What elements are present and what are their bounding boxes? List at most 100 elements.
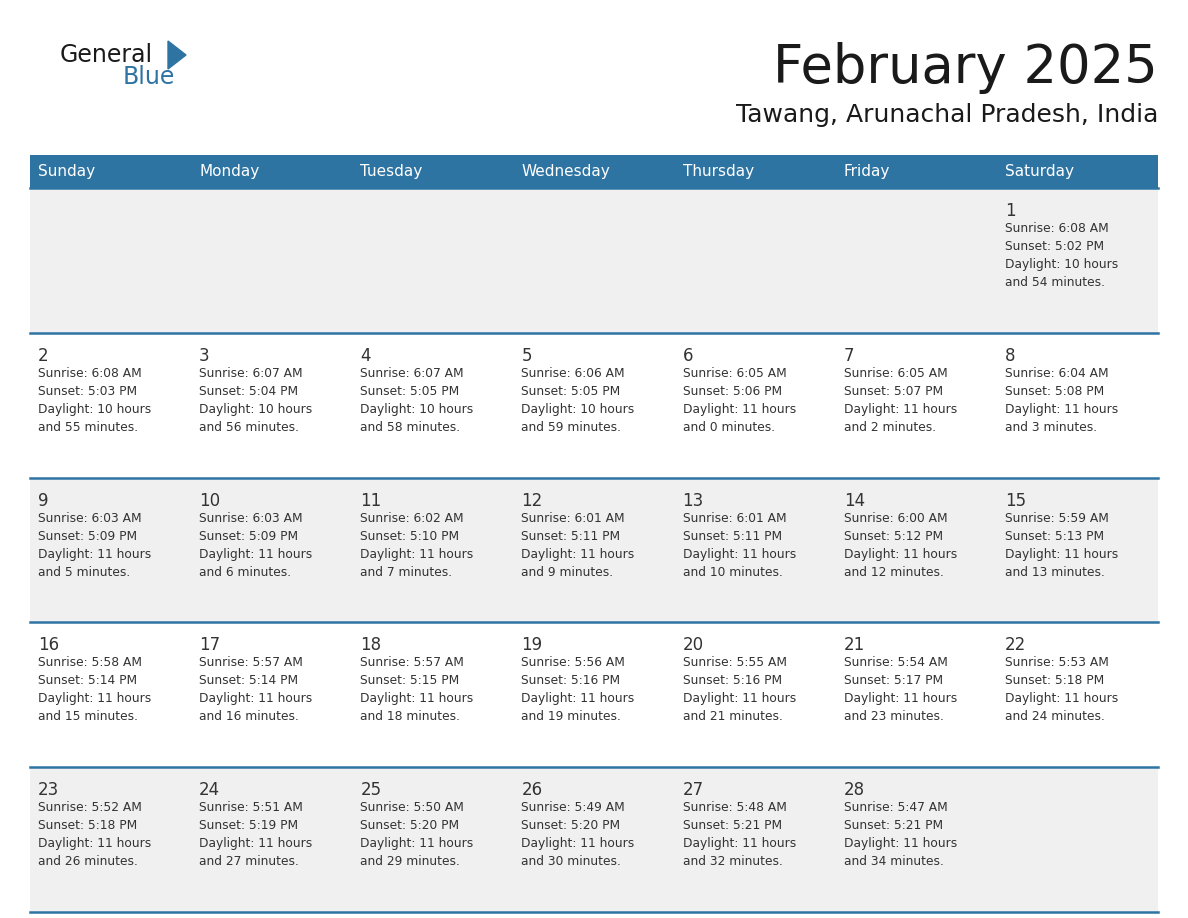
Text: Sunset: 5:10 PM: Sunset: 5:10 PM: [360, 530, 460, 543]
Bar: [353, 622, 513, 767]
Text: Sunrise: 5:52 AM: Sunrise: 5:52 AM: [38, 801, 141, 814]
Text: Sunset: 5:14 PM: Sunset: 5:14 PM: [38, 675, 137, 688]
Bar: [30, 767, 191, 912]
Text: Tuesday: Tuesday: [360, 164, 423, 179]
Text: Daylight: 11 hours: Daylight: 11 hours: [843, 403, 958, 416]
Text: 20: 20: [683, 636, 703, 655]
Text: and 5 minutes.: and 5 minutes.: [38, 565, 131, 578]
Bar: [513, 622, 675, 767]
Text: and 16 minutes.: and 16 minutes.: [200, 711, 299, 723]
Text: Sunset: 5:18 PM: Sunset: 5:18 PM: [1005, 675, 1104, 688]
Bar: [191, 767, 353, 912]
Bar: [513, 155, 675, 188]
Bar: [835, 155, 997, 188]
Text: 12: 12: [522, 492, 543, 509]
Text: Daylight: 11 hours: Daylight: 11 hours: [522, 692, 634, 705]
Bar: [835, 767, 997, 912]
Text: Daylight: 11 hours: Daylight: 11 hours: [360, 548, 474, 561]
Text: Sunrise: 5:57 AM: Sunrise: 5:57 AM: [360, 656, 465, 669]
Bar: [835, 477, 997, 622]
Text: Daylight: 10 hours: Daylight: 10 hours: [522, 403, 634, 416]
Text: Sunrise: 5:49 AM: Sunrise: 5:49 AM: [522, 801, 625, 814]
Bar: [513, 333, 675, 477]
Text: and 29 minutes.: and 29 minutes.: [360, 856, 460, 868]
Text: and 54 minutes.: and 54 minutes.: [1005, 276, 1105, 289]
Text: and 59 minutes.: and 59 minutes.: [522, 420, 621, 434]
Bar: [353, 155, 513, 188]
Text: Sunrise: 5:53 AM: Sunrise: 5:53 AM: [1005, 656, 1108, 669]
Text: 25: 25: [360, 781, 381, 800]
Bar: [835, 188, 997, 333]
Text: Sunrise: 6:01 AM: Sunrise: 6:01 AM: [683, 511, 786, 524]
Text: and 55 minutes.: and 55 minutes.: [38, 420, 138, 434]
Bar: [191, 477, 353, 622]
Text: 23: 23: [38, 781, 59, 800]
Text: 3: 3: [200, 347, 210, 364]
Text: and 56 minutes.: and 56 minutes.: [200, 420, 299, 434]
Text: 15: 15: [1005, 492, 1026, 509]
Bar: [353, 333, 513, 477]
Text: Daylight: 11 hours: Daylight: 11 hours: [683, 692, 796, 705]
Text: and 6 minutes.: and 6 minutes.: [200, 565, 291, 578]
Text: Sunset: 5:15 PM: Sunset: 5:15 PM: [360, 675, 460, 688]
Text: Sunrise: 5:55 AM: Sunrise: 5:55 AM: [683, 656, 786, 669]
Bar: [997, 333, 1158, 477]
Bar: [675, 155, 835, 188]
Bar: [30, 155, 191, 188]
Text: Sunset: 5:17 PM: Sunset: 5:17 PM: [843, 675, 943, 688]
Text: Daylight: 11 hours: Daylight: 11 hours: [843, 548, 958, 561]
Text: 7: 7: [843, 347, 854, 364]
Text: Daylight: 11 hours: Daylight: 11 hours: [683, 403, 796, 416]
Text: 16: 16: [38, 636, 59, 655]
Text: Daylight: 11 hours: Daylight: 11 hours: [843, 837, 958, 850]
Text: Sunrise: 6:07 AM: Sunrise: 6:07 AM: [200, 367, 303, 380]
Text: and 34 minutes.: and 34 minutes.: [843, 856, 943, 868]
Text: Sunset: 5:03 PM: Sunset: 5:03 PM: [38, 385, 137, 397]
Bar: [675, 622, 835, 767]
Text: and 24 minutes.: and 24 minutes.: [1005, 711, 1105, 723]
Text: Sunset: 5:06 PM: Sunset: 5:06 PM: [683, 385, 782, 397]
Text: Sunrise: 5:58 AM: Sunrise: 5:58 AM: [38, 656, 143, 669]
Text: and 3 minutes.: and 3 minutes.: [1005, 420, 1097, 434]
Text: Sunset: 5:20 PM: Sunset: 5:20 PM: [522, 819, 620, 833]
Bar: [675, 767, 835, 912]
Text: Sunrise: 6:01 AM: Sunrise: 6:01 AM: [522, 511, 625, 524]
Text: Sunset: 5:16 PM: Sunset: 5:16 PM: [683, 675, 782, 688]
Text: Sunrise: 6:07 AM: Sunrise: 6:07 AM: [360, 367, 463, 380]
Text: Sunrise: 6:05 AM: Sunrise: 6:05 AM: [683, 367, 786, 380]
Text: Sunrise: 5:50 AM: Sunrise: 5:50 AM: [360, 801, 465, 814]
Text: 11: 11: [360, 492, 381, 509]
Bar: [191, 155, 353, 188]
Text: Friday: Friday: [843, 164, 890, 179]
Text: Sunset: 5:09 PM: Sunset: 5:09 PM: [38, 530, 137, 543]
Text: and 0 minutes.: and 0 minutes.: [683, 420, 775, 434]
Bar: [513, 767, 675, 912]
Text: and 30 minutes.: and 30 minutes.: [522, 856, 621, 868]
Bar: [997, 767, 1158, 912]
Text: Sunset: 5:11 PM: Sunset: 5:11 PM: [522, 530, 620, 543]
Polygon shape: [168, 41, 187, 69]
Bar: [997, 477, 1158, 622]
Bar: [30, 333, 191, 477]
Text: Daylight: 11 hours: Daylight: 11 hours: [1005, 692, 1118, 705]
Text: Sunrise: 6:00 AM: Sunrise: 6:00 AM: [843, 511, 947, 524]
Text: and 7 minutes.: and 7 minutes.: [360, 565, 453, 578]
Bar: [353, 188, 513, 333]
Text: Sunset: 5:02 PM: Sunset: 5:02 PM: [1005, 240, 1104, 253]
Text: Sunset: 5:21 PM: Sunset: 5:21 PM: [843, 819, 943, 833]
Text: Saturday: Saturday: [1005, 164, 1074, 179]
Text: 9: 9: [38, 492, 49, 509]
Text: Daylight: 10 hours: Daylight: 10 hours: [360, 403, 474, 416]
Text: and 58 minutes.: and 58 minutes.: [360, 420, 461, 434]
Text: 6: 6: [683, 347, 693, 364]
Bar: [30, 622, 191, 767]
Text: Sunset: 5:19 PM: Sunset: 5:19 PM: [200, 819, 298, 833]
Text: Daylight: 11 hours: Daylight: 11 hours: [38, 548, 151, 561]
Text: Thursday: Thursday: [683, 164, 753, 179]
Text: Tawang, Arunachal Pradesh, India: Tawang, Arunachal Pradesh, India: [735, 103, 1158, 127]
Bar: [30, 188, 191, 333]
Text: Wednesday: Wednesday: [522, 164, 611, 179]
Text: and 27 minutes.: and 27 minutes.: [200, 856, 299, 868]
Text: and 9 minutes.: and 9 minutes.: [522, 565, 613, 578]
Text: Sunrise: 5:48 AM: Sunrise: 5:48 AM: [683, 801, 786, 814]
